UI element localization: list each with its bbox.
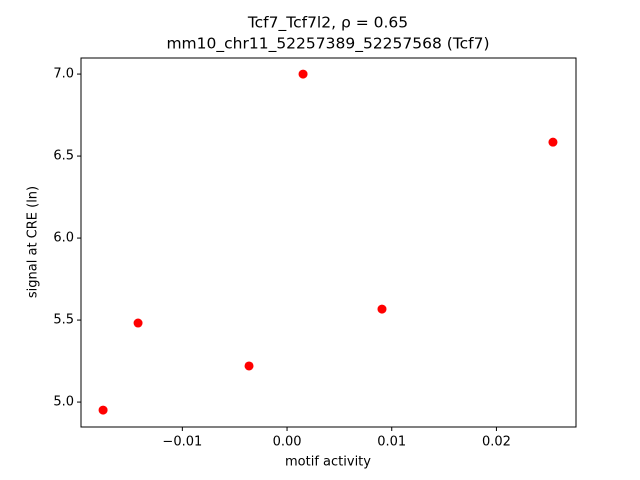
point	[548, 137, 558, 147]
point	[244, 361, 254, 371]
y-tick-label: 7.0	[53, 67, 74, 82]
chart-title: Tcf7_Tcf7l2, ρ = 0.65	[247, 14, 408, 33]
point	[98, 405, 108, 415]
y-tick-label: 5.0	[53, 395, 74, 410]
y-tick-label: 6.0	[53, 231, 74, 246]
chart-subtitle: mm10_chr11_52257389_52257568 (Tcf7)	[166, 35, 489, 54]
y-tick-label: 6.5	[53, 149, 74, 164]
x-tick-label: −0.01	[162, 435, 202, 450]
point	[377, 304, 387, 314]
y-tick-label: 5.5	[53, 313, 74, 328]
x-tick-label: 0.00	[273, 435, 302, 450]
x-tick-label: 0.02	[482, 435, 511, 450]
x-tick-label: 0.01	[377, 435, 406, 450]
plot-frame	[80, 57, 577, 428]
point	[298, 69, 308, 79]
x-axis-label: motif activity	[285, 455, 371, 470]
point	[133, 318, 143, 328]
y-axis-label: signal at CRE (ln)	[26, 186, 41, 298]
